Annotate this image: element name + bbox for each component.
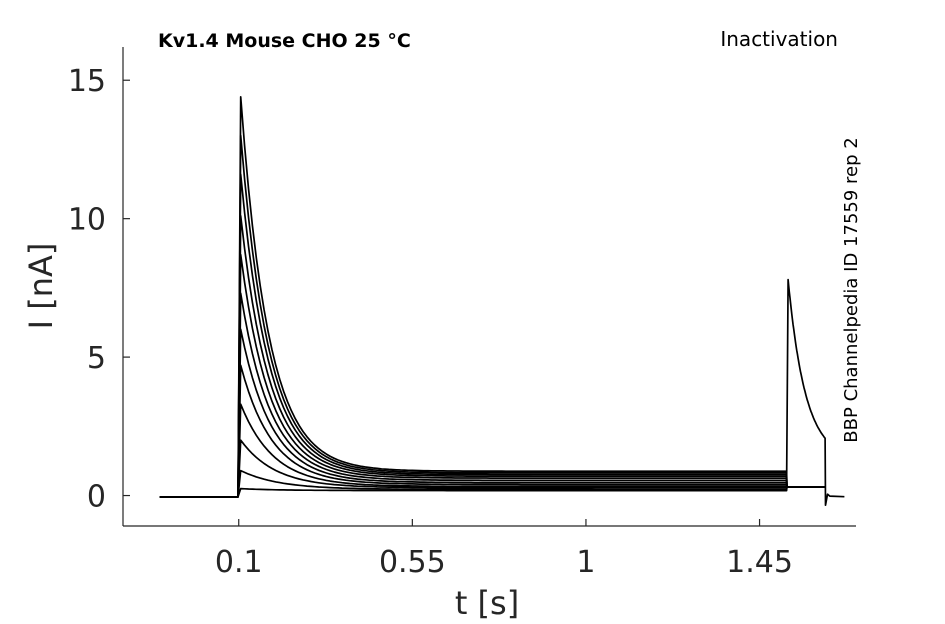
y-tick-label: 0 <box>87 480 106 515</box>
y-tick-label: 10 <box>68 203 106 238</box>
x-tick-label: 1.45 <box>726 545 793 580</box>
current-trace <box>159 134 826 498</box>
current-trace <box>159 173 826 498</box>
current-trace <box>159 292 826 498</box>
x-axis-label: t [s] <box>455 584 519 622</box>
current-trace <box>159 328 826 498</box>
current-trace <box>159 403 826 498</box>
y-tick-label: 5 <box>87 341 106 376</box>
y-tick-label: 15 <box>68 64 106 99</box>
chart-title: Kv1.4 Mouse CHO 25 °C <box>158 30 411 52</box>
protocol-label: Inactivation <box>720 27 838 51</box>
current-trace <box>159 469 826 498</box>
x-tick-label: 0.55 <box>379 545 446 580</box>
current-trace <box>159 215 826 498</box>
source-label: BBP Channelpedia ID 17559 rep 2 <box>841 137 862 442</box>
current-trace <box>159 439 826 498</box>
test-pulse-trace <box>785 278 845 507</box>
axis-ticks: 0.1 0.55 1 1.45 0 5 10 15 <box>68 64 793 580</box>
y-axis-label: I [nA] <box>22 243 60 330</box>
current-trace <box>159 95 826 498</box>
x-tick-label: 0.1 <box>215 545 263 580</box>
current-traces <box>159 95 845 507</box>
x-tick-label: 1 <box>576 545 595 580</box>
current-trace <box>159 253 826 498</box>
current-trace <box>159 364 826 498</box>
current-trace <box>159 486 826 498</box>
